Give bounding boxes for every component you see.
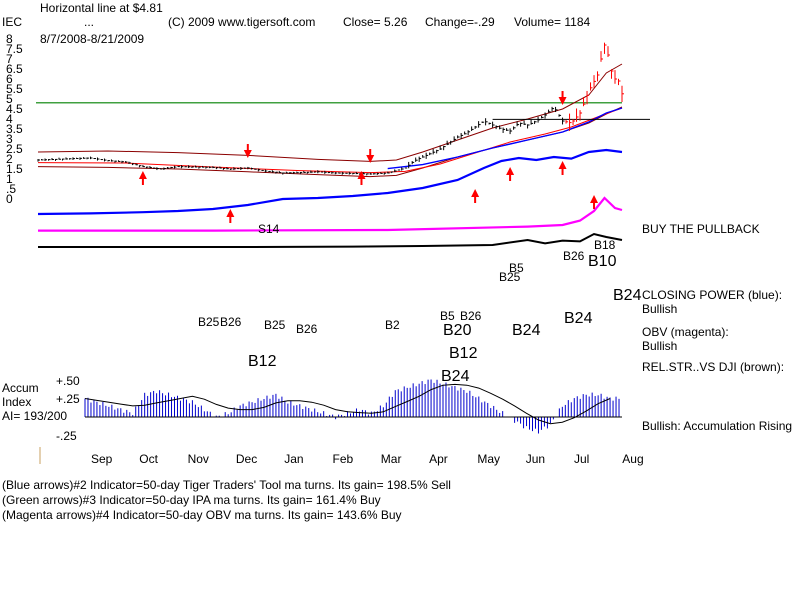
accum-rising-label: Bullish: Accumulation Rising — [642, 419, 792, 433]
x-month-label: Sep — [91, 452, 113, 466]
signal-label: B26 — [296, 322, 318, 336]
sell-arrow-icon — [559, 97, 567, 105]
ai-label: AI= 193/200 — [2, 409, 67, 423]
x-month-label: Aug — [622, 452, 643, 466]
buy-arrow-icon — [506, 167, 514, 175]
signal-label: B24 — [613, 287, 642, 304]
signal-label: B25 — [198, 315, 220, 329]
signal-label: B12 — [248, 353, 277, 370]
header-ellipsis: ... — [84, 15, 94, 29]
header-volume: Volume= 1184 — [514, 15, 590, 29]
x-month-label: Dec — [236, 452, 257, 466]
buy-arrow-icon — [471, 189, 479, 197]
obv-line — [38, 198, 622, 231]
signal-label: B5 — [440, 309, 455, 323]
signal-label: B5 — [509, 261, 524, 275]
signal-label: B24 — [441, 368, 470, 385]
index-label: Index — [2, 395, 31, 409]
footer-green-arrows: (Green arrows)#3 Indicator=50-day IPA ma… — [2, 493, 381, 507]
signal-label: B18 — [594, 238, 616, 252]
buy-arrow-icon — [226, 209, 234, 217]
x-month-label: May — [477, 452, 500, 466]
sell-arrow-icon — [244, 150, 252, 158]
buy-arrow-icon — [139, 171, 147, 179]
signal-label: B26 — [460, 309, 482, 323]
x-month-label: Oct — [139, 452, 158, 466]
signal-label: B26 — [220, 315, 242, 329]
header-change: Change=-.29 — [425, 15, 495, 29]
signal-label: B25 — [264, 318, 286, 332]
footer-magenta-arrows: (Magenta arrows)#4 Indicator=50-day OBV … — [2, 508, 402, 522]
relstr-label: REL.STR..VS DJI (brown): — [642, 360, 784, 374]
signal-label: B20 — [443, 322, 472, 339]
buy-pullback-label: BUY THE PULLBACK — [642, 222, 760, 236]
signal-label: B2 — [385, 318, 400, 332]
header-copyright: (C) 2009 www.tigersoft.com — [168, 15, 315, 29]
y-tick-label: 0 — [6, 192, 13, 206]
x-month-label: Mar — [381, 452, 402, 466]
obv-label: OBV (magenta): — [642, 325, 729, 339]
x-month-label: Nov — [188, 452, 209, 466]
accum-label: Accum — [2, 381, 39, 395]
accum-tick-p25: +.25 — [56, 392, 80, 406]
header-horizontal-line: Horizontal line at $4.81 — [40, 1, 163, 15]
signal-label: B10 — [588, 253, 617, 270]
obv-status: Bullish — [642, 339, 677, 353]
upper-band-line — [38, 64, 622, 161]
closing-power-status: Bullish — [642, 302, 677, 316]
header-symbol: IEC — [2, 15, 22, 29]
buy-arrow-icon — [590, 195, 598, 203]
relstr-line — [38, 234, 622, 247]
header-close: Close= 5.26 — [343, 15, 407, 29]
header-date-range: 8/7/2008-8/21/2009 — [40, 32, 144, 46]
signal-label: B26 — [563, 249, 585, 263]
signal-label: B12 — [449, 345, 478, 362]
sell-arrow-icon — [366, 155, 374, 163]
signal-label: B24 — [512, 322, 541, 339]
x-month-label: Jan — [284, 452, 303, 466]
x-month-label: Jul — [574, 452, 589, 466]
red-ma-line — [38, 108, 622, 173]
x-month-label: Feb — [333, 452, 354, 466]
x-month-label: Apr — [429, 452, 448, 466]
signal-label: S14 — [258, 222, 280, 236]
x-month-label: Jun — [526, 452, 545, 466]
accum-tick-p50: +.50 — [56, 374, 80, 388]
buy-arrow-icon — [559, 161, 567, 169]
accum-tick-m25: -.25 — [56, 429, 77, 443]
closing-power-label: CLOSING POWER (blue): — [642, 288, 782, 302]
footer-blue-arrows: (Blue arrows)#2 Indicator=50-day Tiger T… — [2, 478, 451, 492]
accum-ma-line — [85, 384, 610, 423]
signal-label: B24 — [564, 310, 593, 327]
